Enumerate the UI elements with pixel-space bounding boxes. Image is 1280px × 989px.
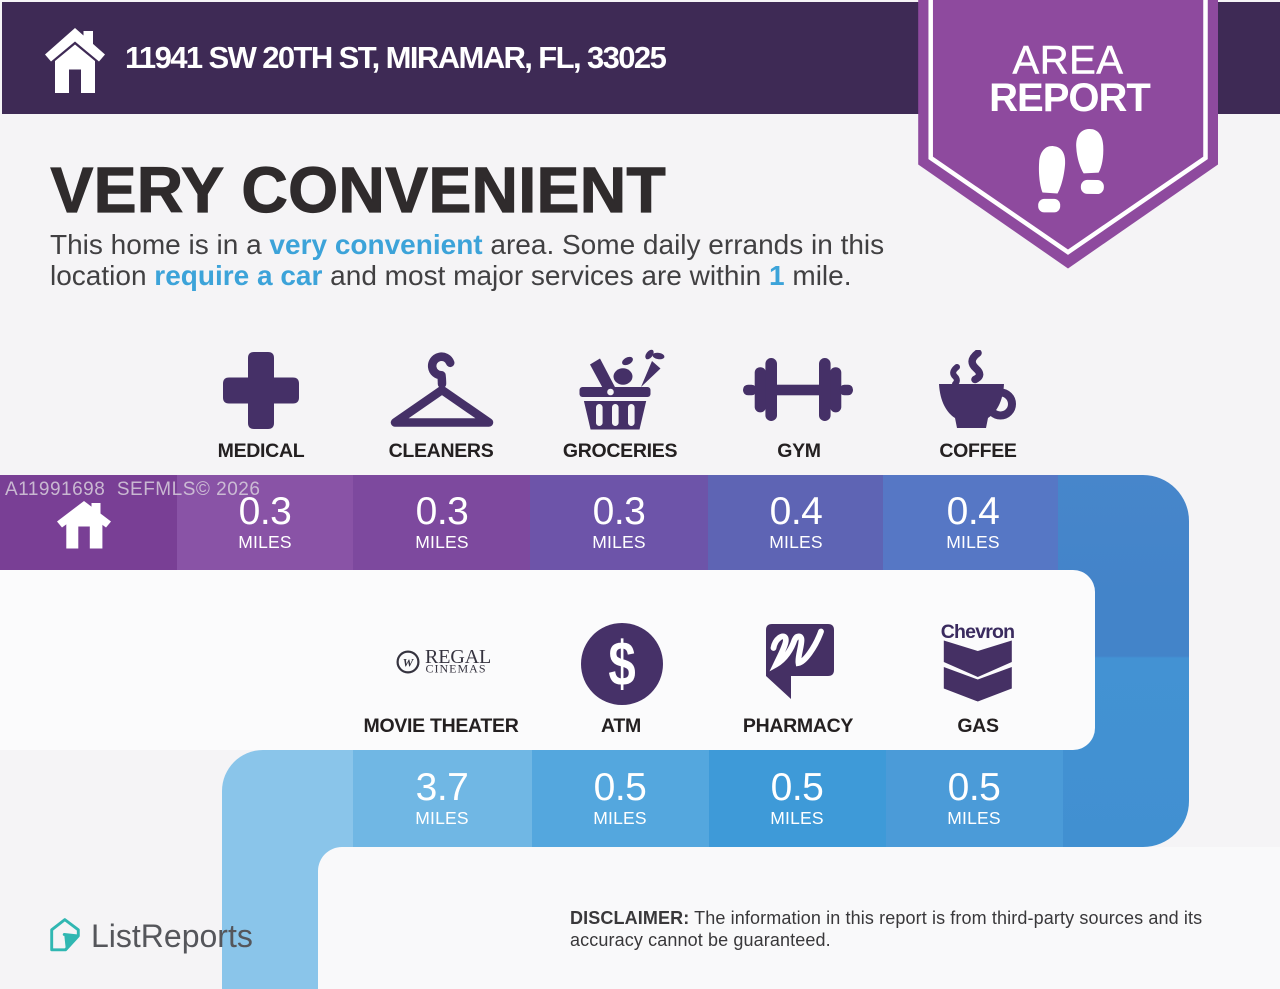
svg-text:Chevron: Chevron — [941, 621, 1014, 643]
svg-text:AREA: AREA — [1013, 39, 1124, 83]
svg-text:W: W — [403, 656, 415, 670]
svg-text:REPORT: REPORT — [989, 76, 1150, 120]
svg-text:$: $ — [608, 629, 635, 699]
svg-text:REGAL: REGAL — [425, 646, 491, 668]
svg-text:CINEMAS: CINEMAS — [426, 661, 487, 675]
